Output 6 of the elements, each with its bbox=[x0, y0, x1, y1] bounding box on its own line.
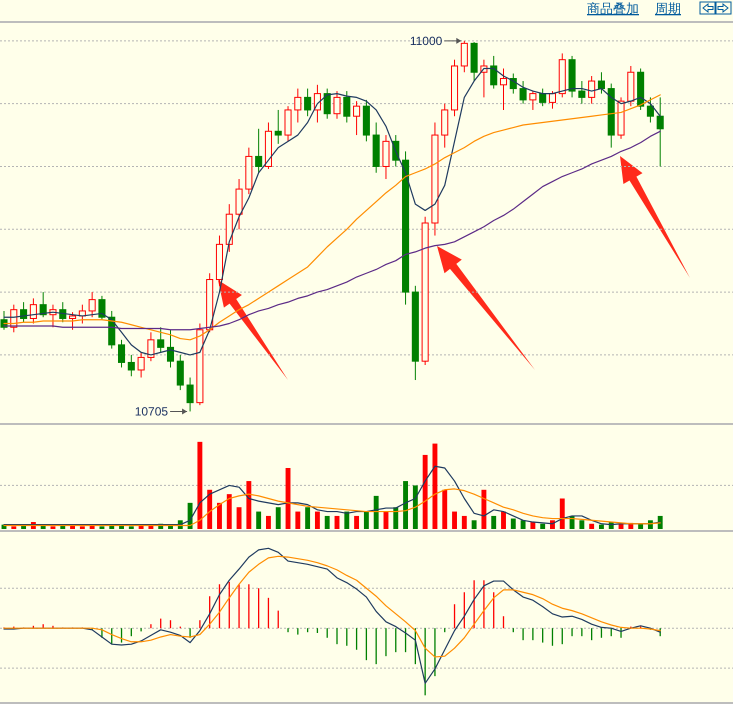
annotation: 10705 bbox=[134, 404, 168, 418]
annotation: 10705 bbox=[134, 404, 188, 418]
annotation: 11000 bbox=[410, 34, 443, 48]
annotation: 11000 bbox=[410, 34, 462, 48]
text: 周期 bbox=[655, 2, 681, 17]
text: 商品叠加 bbox=[587, 2, 639, 17]
